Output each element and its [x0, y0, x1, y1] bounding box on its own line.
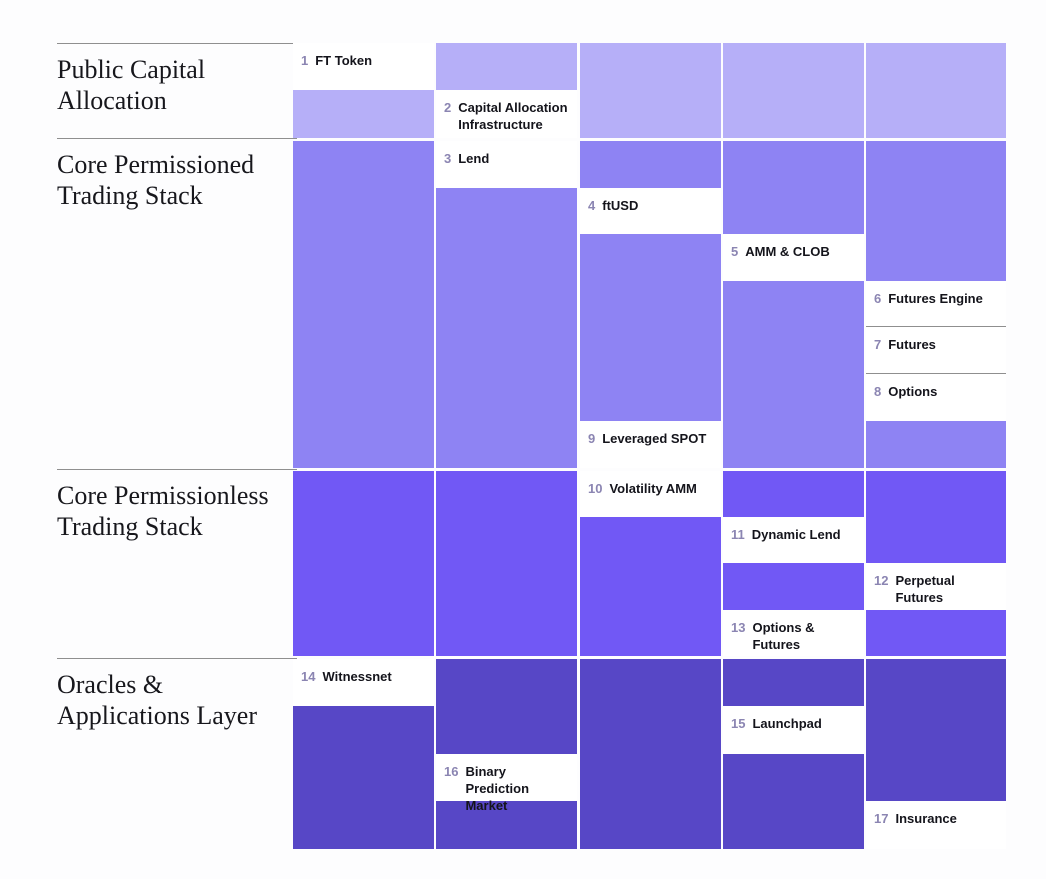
item-ft-token: 1 FT Token: [293, 43, 434, 90]
item-label: Leveraged SPOT: [602, 431, 707, 446]
item-number: 7: [874, 337, 882, 352]
item-label: Options & Futures: [752, 620, 815, 652]
item-binary-prediction-market: 16 Binary Prediction Market: [436, 754, 577, 813]
grid-block: [723, 43, 864, 138]
item-label: Insurance: [895, 811, 957, 826]
item-insurance: 17 Insurance: [866, 801, 1006, 849]
item-futures-engine: 6 Futures Engine: [866, 281, 1006, 327]
grid-block: [436, 43, 577, 90]
grid-block: [723, 141, 864, 234]
section-title: Public Capital Allocation: [57, 55, 206, 115]
item-label: Futures: [888, 337, 936, 352]
item-options-futures: 13 Options & Futures: [723, 610, 864, 656]
grid-block: [436, 188, 577, 468]
section-core-permissioned: Core Permissioned Trading Stack: [57, 138, 297, 211]
grid-block: [580, 43, 721, 138]
item-number: 9: [588, 431, 596, 446]
section-title: Core Permissionless Trading Stack: [57, 481, 269, 541]
item-label: AMM & CLOB: [745, 244, 830, 259]
item-number: 12: [874, 573, 889, 588]
grid-block: [866, 421, 1006, 468]
item-label: Binary Prediction Market: [465, 764, 530, 813]
item-perpetual-futures: 12 Perpetual Futures: [866, 563, 1006, 610]
item-number: 1: [301, 53, 309, 68]
section-oracles-applications: Oracles & Applications Layer: [57, 658, 297, 731]
grid-block: [580, 234, 721, 421]
item-label: ftUSD: [602, 198, 639, 213]
section-public-capital-allocation: Public Capital Allocation: [57, 43, 297, 116]
item-label: FT Token: [315, 53, 373, 68]
item-volatility-amm: 10 Volatility AMM: [580, 471, 721, 517]
grid-block: [293, 90, 434, 138]
grid-block: [580, 517, 721, 656]
item-label: Lend: [458, 151, 490, 166]
grid-block: [580, 141, 721, 188]
section-title: Core Permissioned Trading Stack: [57, 150, 255, 210]
grid-block: [866, 43, 1006, 138]
item-number: 16: [444, 764, 459, 779]
grid-block: [293, 706, 434, 849]
item-number: 2: [444, 100, 452, 115]
item-witnessnet: 14 Witnessnet: [293, 659, 434, 706]
item-lend: 3 Lend: [436, 141, 577, 188]
item-number: 10: [588, 481, 603, 496]
item-label: Capital Allocation Infrastructure: [458, 100, 568, 132]
section-title: Oracles & Applications Layer: [57, 670, 257, 730]
item-number: 4: [588, 198, 596, 213]
item-capital-allocation-infrastructure: 2 Capital Allocation Infrastructure: [436, 90, 577, 138]
item-options: 8 Options: [866, 374, 1006, 421]
item-dynamic-lend: 11 Dynamic Lend: [723, 517, 864, 563]
grid-block: [436, 659, 577, 754]
item-futures: 7 Futures: [866, 327, 1006, 374]
grid-block: [436, 801, 577, 849]
item-number: 13: [731, 620, 746, 635]
grid-block: [723, 471, 864, 517]
section-core-permissionless: Core Permissionless Trading Stack: [57, 469, 297, 542]
item-launchpad: 15 Launchpad: [723, 706, 864, 754]
grid-block: [293, 471, 434, 656]
item-label: Perpetual Futures: [895, 573, 955, 605]
item-number: 3: [444, 151, 452, 166]
grid-block: [723, 563, 864, 610]
grid-block: [580, 659, 721, 849]
item-ftusd: 4 ftUSD: [580, 188, 721, 234]
grid-block: [723, 281, 864, 468]
grid-block: [723, 754, 864, 849]
item-number: 6: [874, 291, 882, 306]
grid-block: [866, 471, 1006, 563]
item-number: 17: [874, 811, 889, 826]
item-amm-clob: 5 AMM & CLOB: [723, 234, 864, 281]
item-label: Witnessnet: [322, 669, 392, 684]
grid-block: [866, 610, 1006, 656]
item-number: 11: [731, 527, 745, 542]
item-number: 8: [874, 384, 882, 399]
item-leveraged-spot: 9 Leveraged SPOT: [580, 421, 721, 468]
grid-block: [723, 659, 864, 706]
item-label: Dynamic Lend: [751, 527, 841, 542]
grid-block: [293, 141, 434, 468]
item-label: Options: [888, 384, 938, 399]
item-label: Futures Engine: [888, 291, 983, 306]
grid-block: [436, 471, 577, 656]
grid-block: [866, 659, 1006, 801]
grid-block: [866, 141, 1006, 281]
item-label: Launchpad: [752, 716, 822, 731]
item-number: 14: [301, 669, 316, 684]
item-label: Volatility AMM: [609, 481, 697, 496]
item-number: 5: [731, 244, 739, 259]
item-number: 15: [731, 716, 746, 731]
